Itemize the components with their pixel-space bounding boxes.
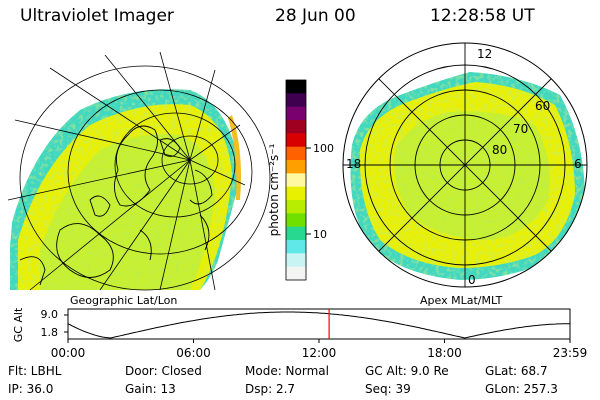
colorbar-stripe	[286, 93, 306, 108]
colorbar-stripe	[286, 146, 306, 161]
mlt-label-12: 12	[477, 47, 492, 61]
apex-panel: 12 18 6 0 60 70 80	[342, 42, 588, 288]
colorbar-stripe	[286, 106, 306, 121]
geo-dayside-edge	[228, 115, 241, 200]
info-ip: IP: 36.0	[8, 382, 54, 396]
altitude-ytick-9: 9.0	[41, 308, 59, 321]
colorbar-stripe	[286, 226, 306, 241]
altitude-curve	[67, 311, 570, 339]
geo-grid	[7, 51, 271, 291]
date-label: 28 Jun 00	[275, 6, 356, 26]
geo-emission-core	[40, 134, 215, 290]
colorbar-stripe	[286, 253, 306, 268]
geographic-panel	[7, 51, 271, 291]
colorbar-stripe	[286, 173, 306, 188]
info-seq: Seq: 39	[365, 382, 411, 396]
colorbar-stripe	[286, 200, 306, 214]
colorbar: 100 10 photon cm⁻²s⁻¹	[267, 79, 334, 281]
apex-grid	[343, 43, 587, 287]
altitude-plot: GC Alt 9.0 1.8 00:00 06:00 12:00 18:00 2…	[12, 307, 587, 360]
colorbar-stripe	[286, 80, 306, 94]
colorbar-label-10: 10	[313, 228, 327, 241]
altitude-ytick-1-8: 1.8	[41, 326, 59, 339]
mlt-label-0: 0	[468, 273, 476, 287]
altitude-xtick-2359: 23:59	[553, 346, 588, 360]
altitude-xtick-0000: 00:00	[51, 346, 86, 360]
altitude-ylabel: GC Alt	[12, 307, 25, 342]
info-door: Door: Closed	[125, 364, 202, 378]
colorbar-stripe	[286, 240, 306, 254]
colorbar-stripe	[286, 186, 306, 201]
geo-coastlines	[19, 125, 213, 286]
altitude-xtick-0600: 06:00	[176, 346, 211, 360]
colorbar-stripe	[286, 266, 306, 281]
colorbar-stripes	[286, 80, 306, 281]
colorbar-stripe	[286, 120, 306, 134]
colorbar-stripe	[286, 213, 306, 228]
colorbar-unit: photon cm⁻²s⁻¹	[267, 143, 281, 236]
info-glon: GLon: 257.3	[485, 382, 558, 396]
mlat-label-70: 70	[513, 122, 528, 136]
mlat-label-60: 60	[535, 99, 550, 113]
info-glat: GLat: 68.7	[485, 364, 548, 378]
mlt-label-6: 6	[574, 157, 582, 171]
colorbar-stripe	[286, 160, 306, 174]
info-mode: Mode: Normal	[245, 364, 329, 378]
altitude-xticks	[64, 314, 571, 343]
mlat-label-80: 80	[492, 143, 507, 157]
altitude-xtick-1200: 12:00	[302, 346, 337, 360]
colorbar-frame	[285, 79, 307, 281]
apex-emission-core	[394, 111, 550, 240]
info-gc-alt: GC Alt: 9.0 Re	[365, 364, 449, 378]
instrument-title: Ultraviolet Imager	[20, 6, 174, 26]
apex-panel-label: Apex MLat/MLT	[420, 294, 503, 307]
mlt-label-18: 18	[346, 157, 361, 171]
info-gain: Gain: 13	[125, 382, 176, 396]
time-label: 12:28:58 UT	[430, 6, 535, 26]
colorbar-label-100: 100	[313, 142, 334, 155]
geo-panel-label: Geographic Lat/Lon	[70, 294, 178, 307]
colorbar-stripe	[286, 133, 306, 148]
altitude-xtick-1800: 18:00	[427, 346, 462, 360]
info-flt: Flt: LBHL	[8, 364, 62, 378]
info-dsp: Dsp: 2.7	[245, 382, 296, 396]
